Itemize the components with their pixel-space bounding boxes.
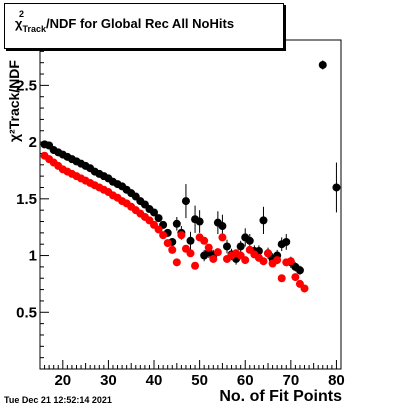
data-point <box>218 233 227 242</box>
x-tick-label: 20 <box>54 372 71 389</box>
data-point <box>177 231 186 240</box>
data-point <box>154 214 163 223</box>
x-axis-label: No. of Fit Points <box>219 388 342 405</box>
data-point <box>273 256 282 265</box>
data-point <box>163 239 172 248</box>
data-point <box>264 249 273 258</box>
data-point <box>186 249 195 258</box>
x-tick-label: 50 <box>191 372 208 389</box>
data-point <box>245 236 254 245</box>
data-point <box>236 242 245 251</box>
data-point <box>332 183 341 192</box>
y-tick-label: 2.5 <box>16 77 37 94</box>
data-point <box>222 242 231 251</box>
data-point <box>186 236 195 245</box>
series-black-markers <box>40 60 341 275</box>
data-point <box>159 231 168 240</box>
x-tick-label: 80 <box>328 372 345 389</box>
timestamp-label: Tue Dec 21 12:52:14 2021 <box>4 395 112 405</box>
y-tick-label: 1.5 <box>16 191 37 208</box>
chart-title-box: χ 2 Track/NDF for Global Rec All NoHits <box>4 3 284 49</box>
data-point <box>195 217 204 226</box>
y-tick-label: 1 <box>29 248 37 265</box>
data-point <box>204 243 213 252</box>
data-point <box>259 257 268 266</box>
y-axis-label: χ²Track/NDF <box>6 60 22 142</box>
data-point <box>282 237 291 246</box>
data-point <box>295 266 304 275</box>
data-point <box>181 197 190 206</box>
data-point <box>241 256 250 265</box>
data-point <box>300 284 309 293</box>
x-tick-label: 30 <box>100 372 117 389</box>
data-point <box>291 273 300 282</box>
data-point <box>168 245 177 254</box>
x-tick-label: 40 <box>146 372 163 389</box>
chart-title: χ 2 Track/NDF for Global Rec All NoHits <box>15 9 235 34</box>
plot-frame <box>39 39 342 370</box>
data-point <box>172 258 181 267</box>
chart-axes: 20 30 40 50 60 70 80 0.5 1 1.5 2 2.5 <box>16 39 345 389</box>
data-point <box>172 219 181 228</box>
data-point <box>150 208 159 217</box>
data-point <box>191 261 200 270</box>
x-tick-label: 60 <box>237 372 254 389</box>
data-point <box>318 60 327 69</box>
y-tick-label: 0.5 <box>16 304 37 321</box>
data-point <box>218 222 227 231</box>
data-point <box>200 236 209 245</box>
y-tick-label: 2 <box>29 134 37 151</box>
series-red-markers <box>40 151 309 293</box>
data-point <box>213 248 222 257</box>
data-point <box>286 257 295 266</box>
x-tick-label: 70 <box>282 372 299 389</box>
data-point <box>154 225 163 234</box>
data-point <box>209 254 218 263</box>
data-point <box>277 274 286 283</box>
data-point <box>259 216 268 225</box>
